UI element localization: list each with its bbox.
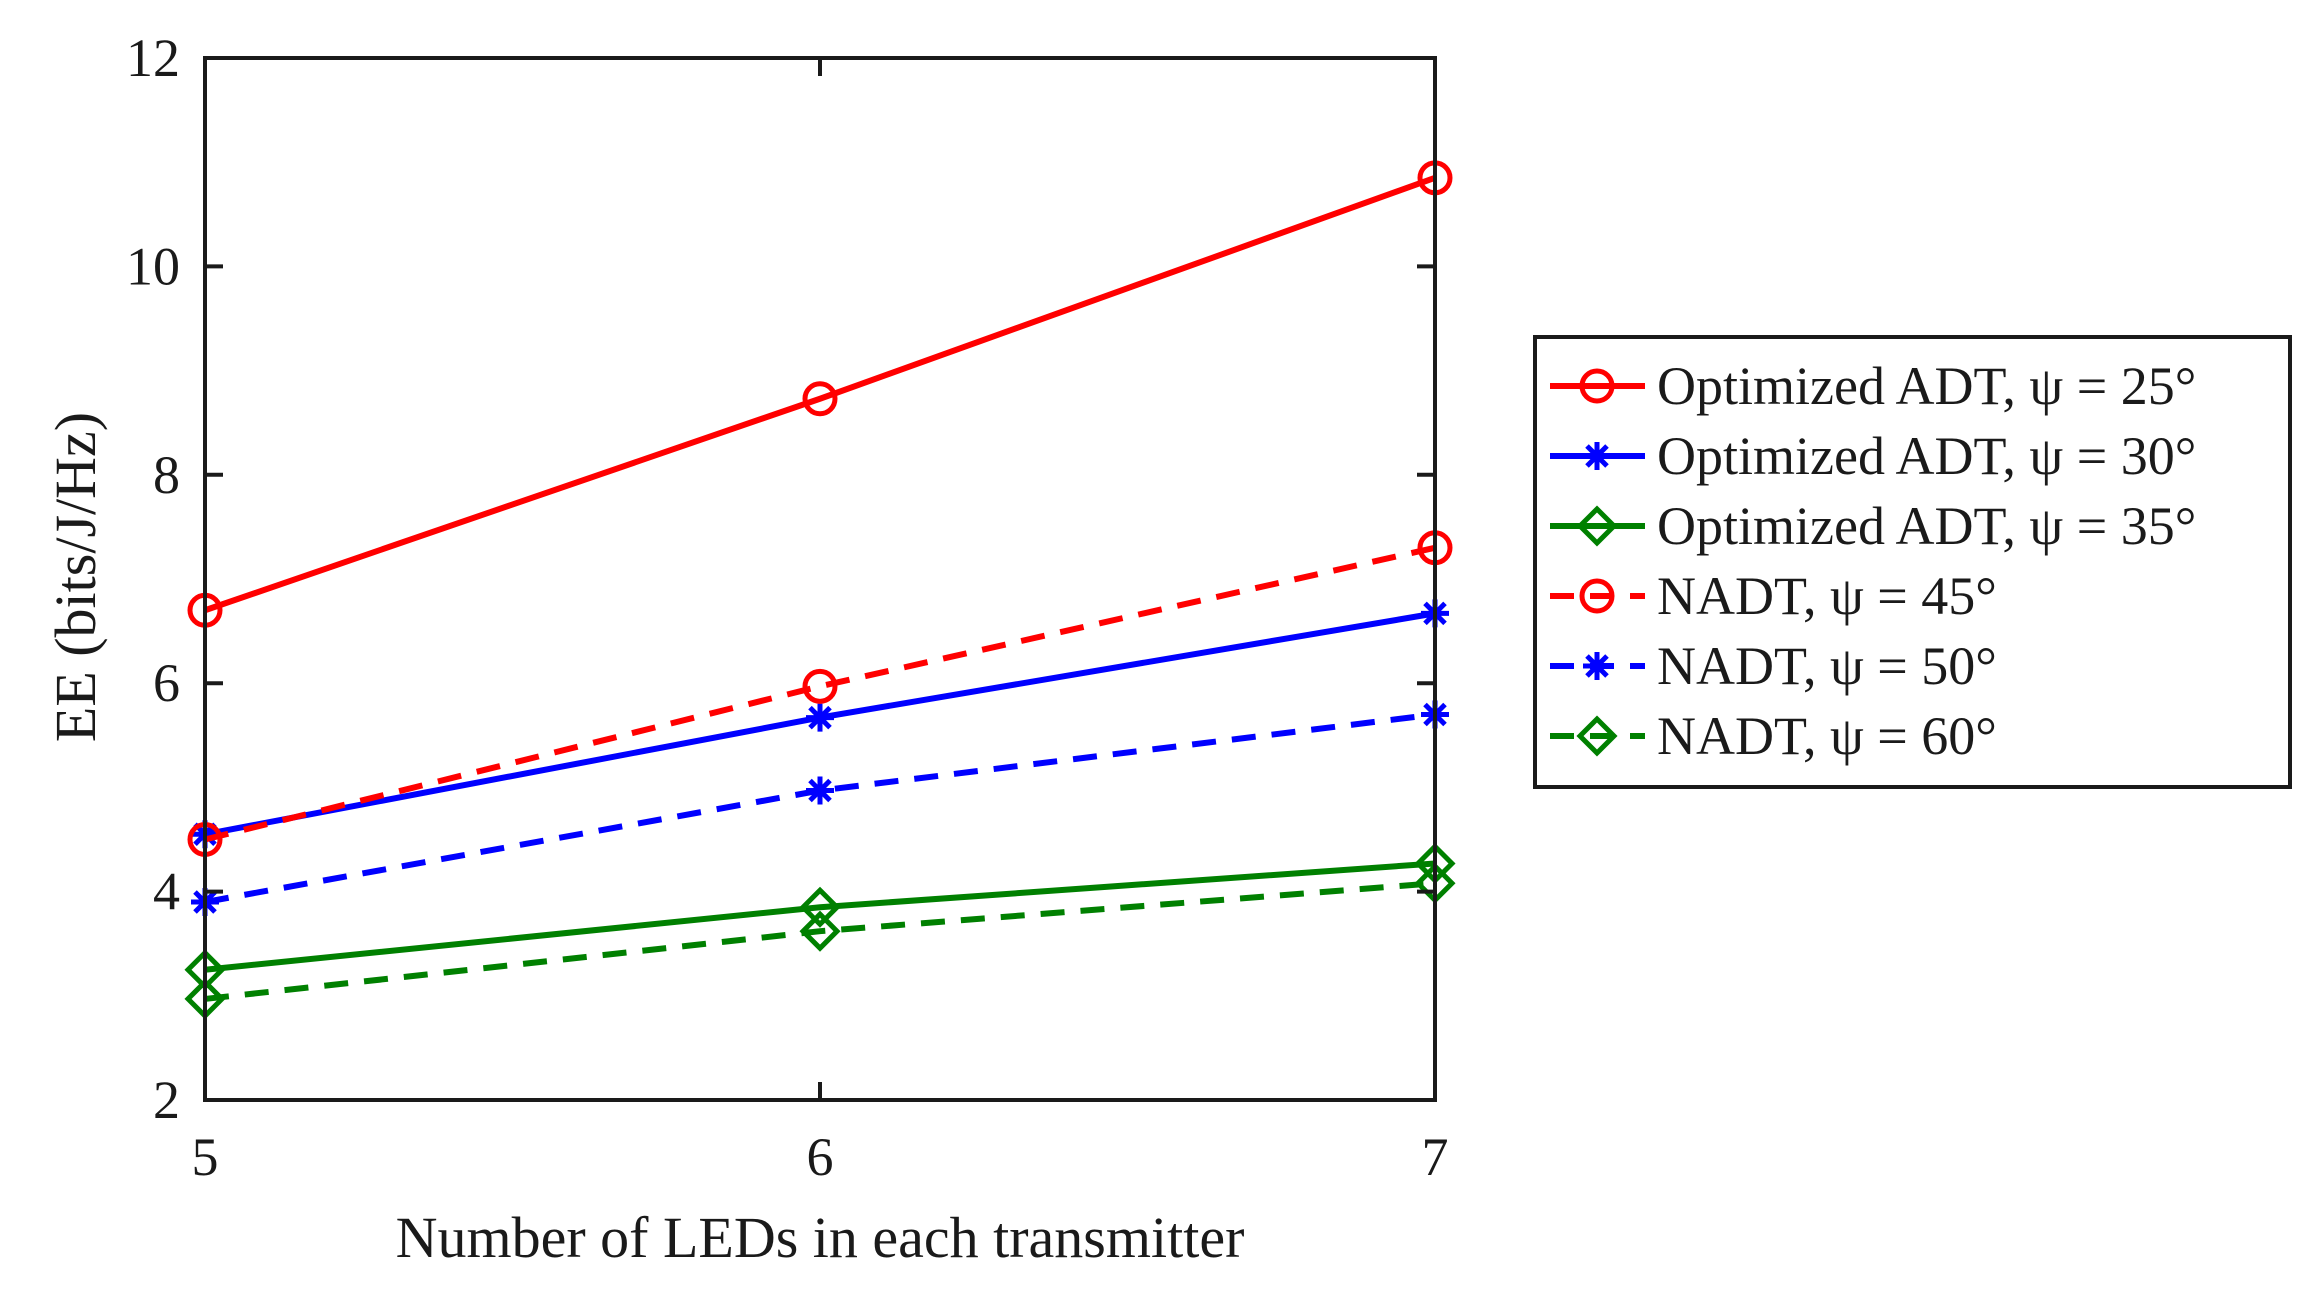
y-tick-label: 2 (153, 1070, 180, 1130)
x-tick-label: 6 (807, 1127, 834, 1187)
series-line (204, 175, 1437, 614)
y-axis-label: EE (bits/J/Hz) (43, 412, 108, 742)
plot-area (205, 58, 1435, 1100)
x-axis-label: Number of LEDs in each transmitter (396, 1205, 1245, 1270)
y-tick-label: 8 (153, 445, 180, 505)
legend-box (1533, 335, 2292, 789)
legend: Optimized ADT, ψ = 25° Optimized ADT, ψ =… (1533, 335, 2292, 789)
data-point (806, 776, 834, 805)
series-line (204, 860, 1436, 973)
legend-swatch-marker (1579, 368, 1615, 404)
legend-entry: Optimized ADT, ψ = 30° (1550, 426, 2196, 486)
legend-swatch-marker (1576, 505, 1618, 547)
legend-label: Optimized ADT, ψ = 35° (1657, 496, 2196, 556)
axes: 5 6 7 2 4 6 8 10 12 (126, 28, 1449, 1187)
y-tick-label: 4 (153, 862, 180, 922)
data-point (799, 886, 841, 928)
legend-swatch-marker (1579, 578, 1615, 614)
x-tick-label: 7 (1422, 1127, 1449, 1187)
series-line (204, 880, 1436, 1002)
legend-label: Optimized ADT, ψ = 30° (1657, 426, 2196, 486)
x-tick-label: 5 (192, 1127, 219, 1187)
y-tick-label: 10 (126, 236, 180, 296)
legend-label: NADT, ψ = 60° (1657, 706, 1997, 766)
plot-background (205, 58, 1435, 1100)
legend-entry: NADT, ψ = 60° (1550, 706, 1997, 766)
legend-entry: NADT, ψ = 50° (1550, 636, 1997, 696)
legend-entry: Optimized ADT, ψ = 25° (1550, 356, 2196, 416)
data-point (802, 381, 838, 417)
legend-label: NADT, ψ = 50° (1657, 636, 1997, 696)
legend-swatch-marker (1583, 652, 1611, 680)
series-line (204, 711, 1436, 905)
legend-entry: Optimized ADT, ψ = 35° (1550, 496, 2196, 556)
data-point (802, 668, 838, 704)
data-point (806, 703, 834, 732)
legend-swatch-marker (1583, 442, 1611, 470)
legend-entry: NADT, ψ = 45° (1550, 566, 1997, 626)
legend-label: Optimized ADT, ψ = 25° (1657, 356, 2196, 416)
y-tick-label: 12 (126, 28, 180, 88)
y-tick-label: 6 (153, 653, 180, 713)
series-line (204, 544, 1436, 843)
legend-swatch-marker (1576, 715, 1618, 757)
legend-label: NADT, ψ = 45° (1657, 566, 1997, 626)
data-point (799, 910, 841, 952)
